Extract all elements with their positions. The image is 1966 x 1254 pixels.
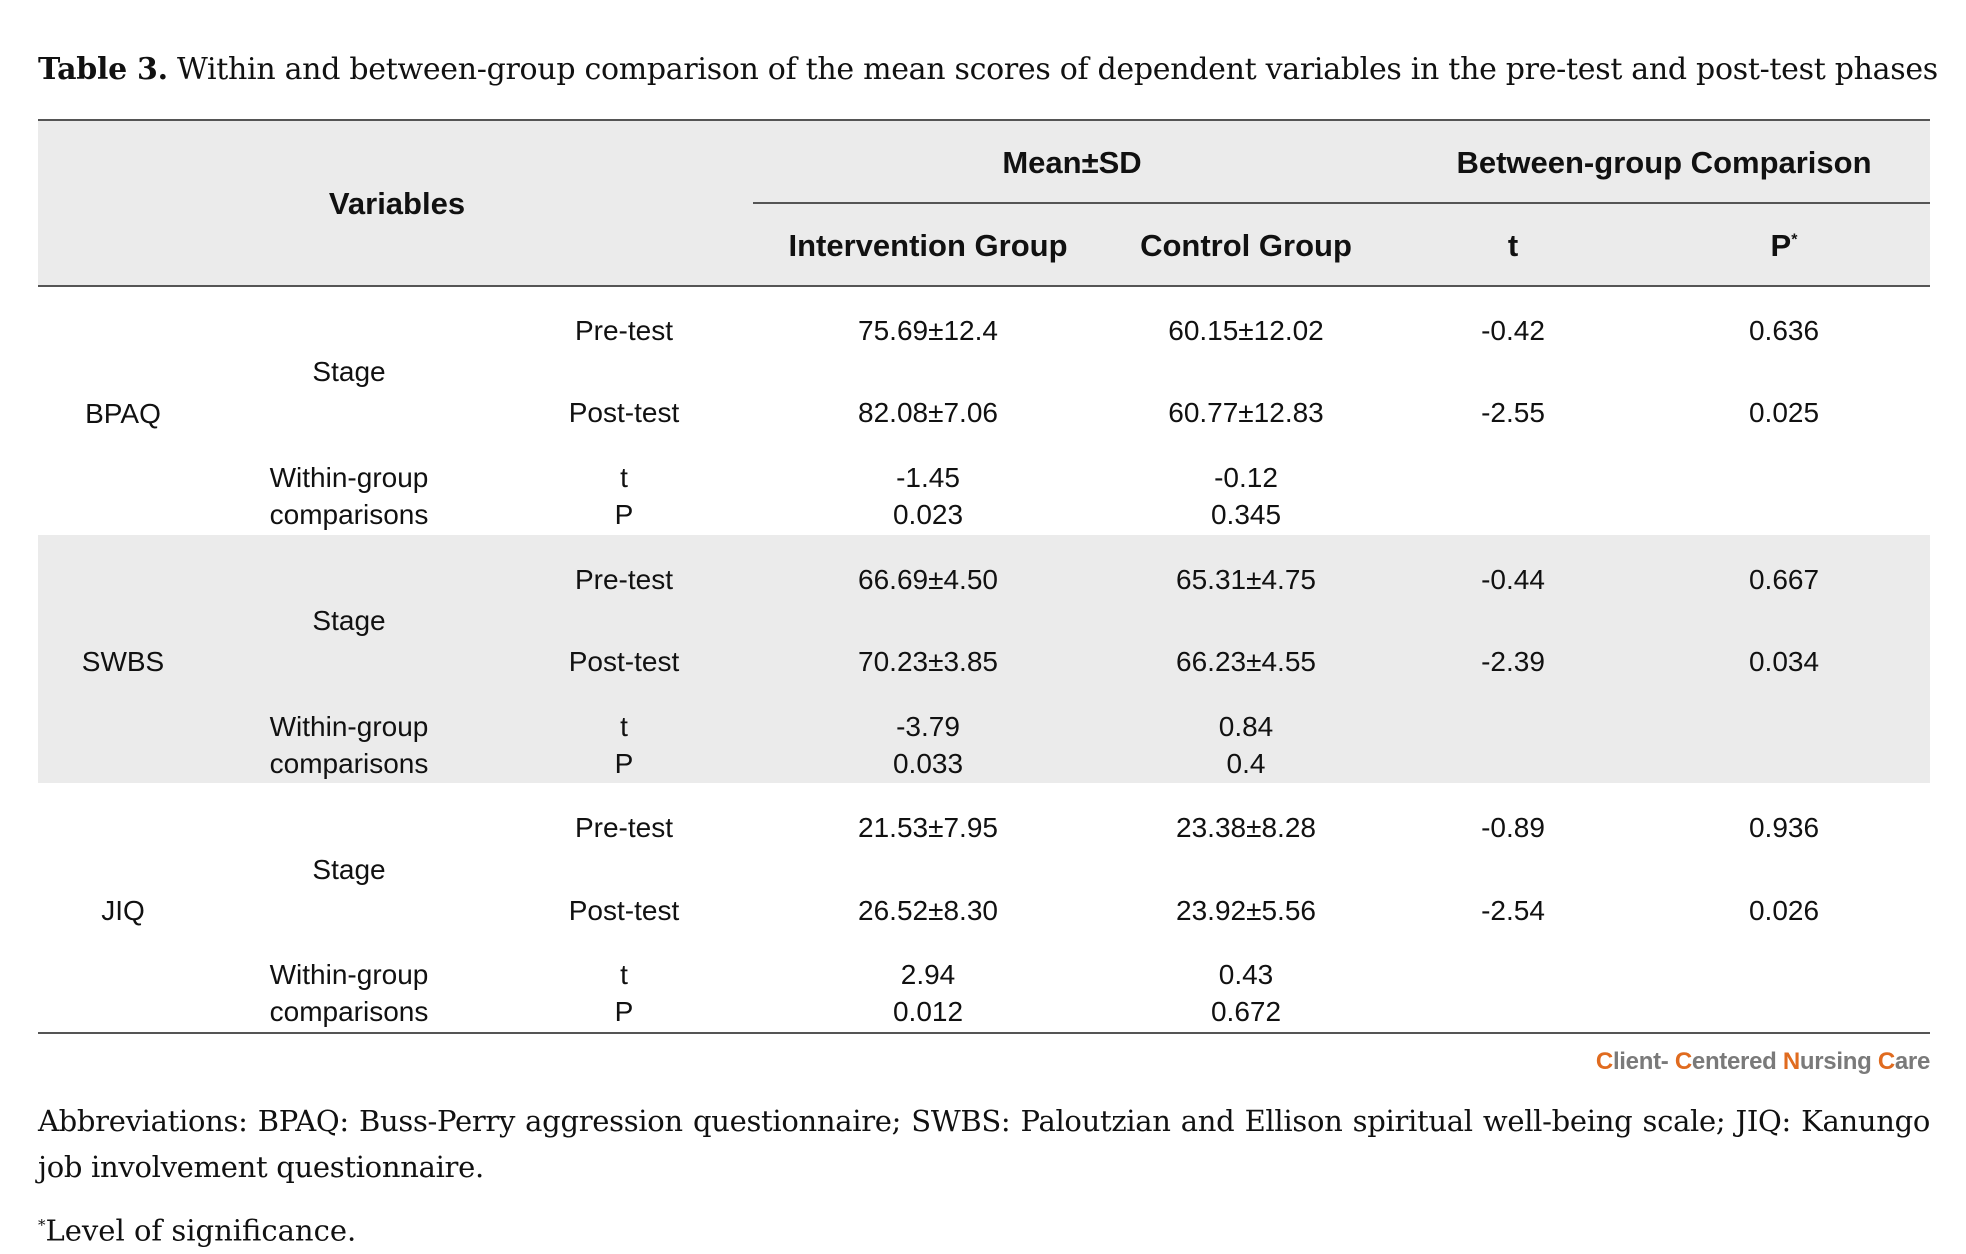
significance-mark: * — [38, 1216, 46, 1234]
comparisons-label: comparisons — [269, 748, 429, 779]
pre-test-label: Pre-test — [574, 564, 674, 595]
table-cell: 60.77±12.83 — [1168, 397, 1324, 428]
table-cell: 0.667 — [1748, 564, 1820, 595]
significance-footnote: *Level of significance. — [38, 1202, 1930, 1254]
group-name-jiq: JIQ — [101, 895, 145, 926]
table-cell: 26.52±8.30 — [858, 895, 998, 926]
table-cell: -2.39 — [1481, 646, 1545, 677]
table-cell: 65.31±4.75 — [1176, 564, 1316, 595]
within-p-label: P — [614, 996, 634, 1027]
header-between-group: Between-group Comparison — [1456, 145, 1872, 180]
table-bottom-rule — [38, 1032, 1930, 1034]
table-cell: 2.94 — [900, 959, 956, 990]
table-caption-text: Within and between-group comparison of t… — [167, 52, 1938, 87]
logo-word: entered — [1691, 1048, 1783, 1075]
header-mean-sd: Mean±SD — [1002, 145, 1142, 180]
table-cell: 0.034 — [1748, 646, 1820, 677]
table-cell: 66.23±4.55 — [1176, 646, 1316, 677]
group-band-swbs — [38, 535, 1930, 783]
table-cell: 0.345 — [1210, 499, 1282, 530]
logo-letter: C — [1674, 1048, 1692, 1075]
within-p-label: P — [614, 499, 634, 530]
post-test-label: Post-test — [568, 397, 680, 428]
header-intervention-group: Intervention Group — [788, 228, 1068, 263]
comparisons-label: comparisons — [269, 499, 429, 530]
header-p-label: P — [1770, 228, 1792, 263]
header-p: P* — [1771, 228, 1798, 264]
group-band-bpaq — [38, 287, 1930, 535]
table-cell: 0.636 — [1748, 315, 1820, 346]
table-cell: 23.38±8.28 — [1176, 812, 1316, 843]
header-t: t — [1507, 228, 1519, 263]
logo-word: ursing — [1799, 1048, 1878, 1075]
logo-word: lient- — [1612, 1048, 1675, 1075]
header-sub-rule — [753, 202, 1930, 204]
table-cell: 0.936 — [1748, 812, 1820, 843]
table-cell: -0.44 — [1481, 564, 1545, 595]
header-bottom-rule — [38, 285, 1930, 287]
within-t-label: t — [620, 462, 628, 493]
post-test-label: Post-test — [568, 895, 680, 926]
group-name-bpaq: BPAQ — [85, 398, 161, 429]
table-cell: -2.54 — [1481, 895, 1545, 926]
post-test-label: Post-test — [568, 646, 680, 677]
table-cell: 0.84 — [1218, 711, 1274, 742]
header-p-mark: * — [1791, 231, 1798, 249]
table-cell: 0.672 — [1210, 996, 1282, 1027]
logo-letter: C — [1877, 1048, 1895, 1075]
logo-letter: N — [1782, 1048, 1800, 1075]
table-cell: -3.79 — [896, 711, 960, 742]
group-band-jiq — [38, 783, 1930, 1032]
table-cell: 0.026 — [1748, 895, 1820, 926]
table-cell: 60.15±12.02 — [1168, 315, 1324, 346]
table-cell: 0.023 — [892, 499, 964, 530]
table-cell: 0.4 — [1226, 748, 1266, 779]
table-cell: 66.69±4.50 — [858, 564, 998, 595]
pre-test-label: Pre-test — [574, 315, 674, 346]
table-cell: 0.43 — [1218, 959, 1274, 990]
table-top-rule — [38, 119, 1930, 121]
table-cell: 0.012 — [892, 996, 964, 1027]
logo-word: are — [1894, 1048, 1930, 1075]
stage-label: Stage — [312, 854, 386, 885]
table-cell: -0.42 — [1481, 315, 1545, 346]
table-cell: 75.69±12.4 — [858, 315, 998, 346]
within-group-label: Within-group — [269, 711, 429, 742]
table-cell: 0.025 — [1748, 397, 1820, 428]
header-variables: Variables — [328, 186, 466, 221]
within-group-label: Within-group — [269, 959, 429, 990]
table-cell: -0.89 — [1481, 812, 1545, 843]
header-control-group: Control Group — [1140, 228, 1352, 263]
table-cell: -2.55 — [1481, 397, 1545, 428]
table-cell: 23.92±5.56 — [1176, 895, 1316, 926]
table-cell: -1.45 — [896, 462, 960, 493]
pre-test-label: Pre-test — [574, 812, 674, 843]
comparisons-label: comparisons — [269, 996, 429, 1027]
table-caption: Table 3. Within and between-group compar… — [38, 52, 1938, 87]
table-cell: 82.08±7.06 — [858, 397, 998, 428]
significance-text: Level of significance. — [45, 1213, 357, 1248]
stage-label: Stage — [312, 605, 386, 636]
group-name-swbs: SWBS — [81, 646, 165, 677]
table-cell: 21.53±7.95 — [858, 812, 998, 843]
within-group-label: Within-group — [269, 462, 429, 493]
journal-logo: Client- Centered Nursing Care — [1596, 1048, 1930, 1076]
within-t-label: t — [620, 959, 628, 990]
table-cell: 0.033 — [892, 748, 964, 779]
logo-letter: C — [1595, 1048, 1613, 1075]
within-t-label: t — [620, 711, 628, 742]
within-p-label: P — [614, 748, 634, 779]
table-cell: -0.12 — [1214, 462, 1278, 493]
table-cell: 70.23±3.85 — [858, 646, 998, 677]
stage-label: Stage — [312, 356, 386, 387]
table-number: Table 3. — [38, 52, 168, 87]
abbreviations-footnote: Abbreviations: BPAQ: Buss-Perry aggressi… — [38, 1104, 1930, 1184]
